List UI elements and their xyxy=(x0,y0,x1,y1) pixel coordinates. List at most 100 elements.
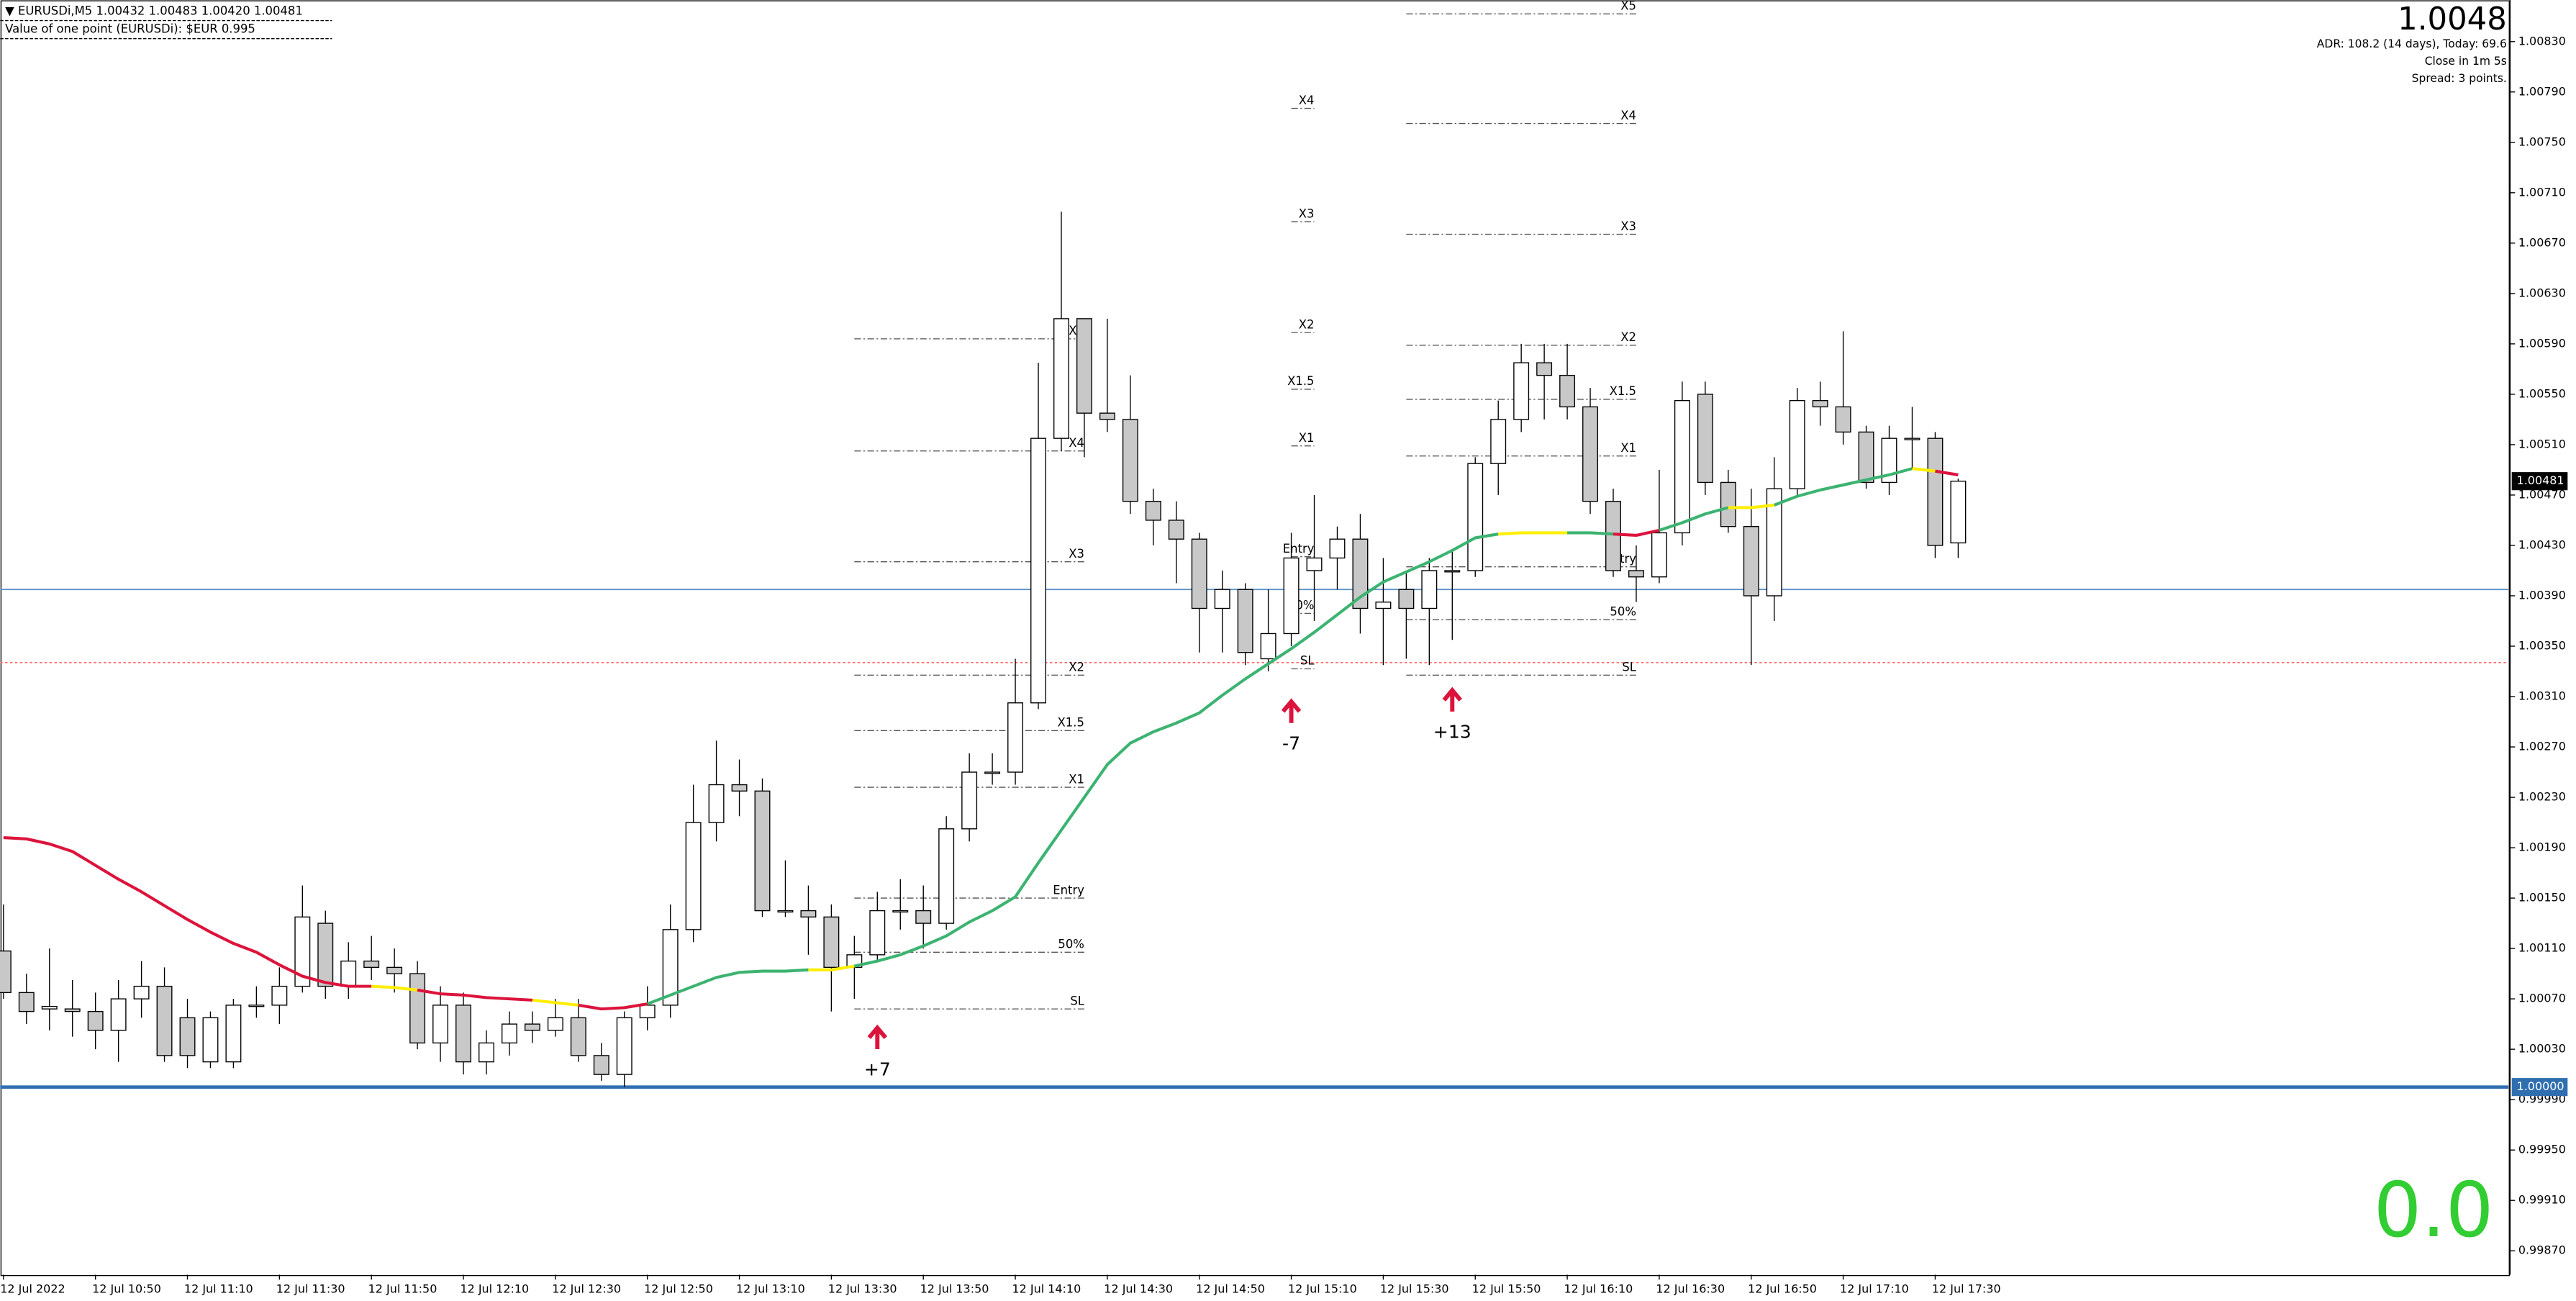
candle-body xyxy=(1398,589,1415,609)
candle-body xyxy=(1743,526,1759,597)
price-tag xyxy=(2511,1078,2568,1097)
y-tick-label: 1.00590 xyxy=(2518,336,2566,350)
candle-body xyxy=(570,1017,586,1056)
candle-body xyxy=(1191,538,1207,609)
x-tick-label: 12 Jul 14:30 xyxy=(1104,1282,1173,1296)
candle-body xyxy=(110,998,127,1031)
price-display: 1.0048 xyxy=(2398,1,2507,37)
spread-info: Spread: 3 points. xyxy=(2412,72,2507,85)
header-line: ▼ EURUSDi,M5 1.00432 1.00483 1.00420 1.0… xyxy=(5,4,303,17)
x-tick-label: 12 Jul 12:10 xyxy=(460,1282,529,1296)
candle-body xyxy=(961,771,978,830)
candle-body xyxy=(593,1055,609,1075)
candle-body xyxy=(938,828,955,924)
x-tick-label: 12 Jul 16:50 xyxy=(1748,1282,1817,1296)
candle-body xyxy=(0,950,12,994)
profit-display: 0.0 xyxy=(2374,1166,2494,1254)
candle-body xyxy=(1467,463,1484,571)
candle-body xyxy=(432,1005,449,1044)
candle-body xyxy=(1099,412,1115,420)
candle-body xyxy=(87,1010,104,1031)
moving-average xyxy=(1935,469,1959,476)
candle-body xyxy=(1260,633,1276,660)
y-tick-label: 1.00710 xyxy=(2518,185,2566,199)
candle-body xyxy=(777,910,794,913)
y-tick-label: 1.00310 xyxy=(2518,689,2566,703)
y-tick-label: 1.00070 xyxy=(2518,992,2566,1005)
y-tick-label: 1.00190 xyxy=(2518,840,2566,854)
x-tick-label: 12 Jul 16:30 xyxy=(1656,1282,1725,1296)
moving-average xyxy=(808,964,855,971)
candle-body xyxy=(248,1005,265,1007)
candle-body xyxy=(271,985,288,1006)
x-tick-label: 12 Jul 16:10 xyxy=(1564,1282,1633,1296)
candle-body xyxy=(1582,406,1598,502)
candle-body xyxy=(1283,557,1300,635)
candle-body xyxy=(1720,481,1736,527)
candle-body xyxy=(984,771,1001,774)
level-label: X1.5 xyxy=(1287,374,1314,388)
candle-body xyxy=(1122,419,1138,502)
level-label: SL xyxy=(1622,660,1636,674)
candle-body xyxy=(1329,538,1346,559)
y-tick-label: 1.00750 xyxy=(2518,135,2566,148)
bid-tag xyxy=(2511,472,2568,491)
candle-body xyxy=(317,923,334,987)
candle-body xyxy=(179,1017,196,1056)
candle-body xyxy=(1053,318,1069,439)
candle-body xyxy=(1237,589,1253,653)
candle-body xyxy=(1904,438,1920,440)
candle-body xyxy=(1605,501,1621,571)
candle-body xyxy=(1835,406,1851,433)
signal-label: +13 xyxy=(1433,722,1471,743)
signal-arrow xyxy=(867,1024,887,1050)
level-label: X4 xyxy=(1620,109,1636,122)
y-tick-label: 1.00790 xyxy=(2518,84,2566,98)
level-label: X1.5 xyxy=(1058,715,1084,729)
moving-average xyxy=(417,988,533,1002)
candle-body xyxy=(685,822,702,930)
candle-body xyxy=(1950,480,1967,544)
level-label: X1 xyxy=(1069,772,1084,786)
candle-body xyxy=(616,1017,632,1075)
level-label: X1 xyxy=(1620,441,1636,455)
candle-body xyxy=(1628,570,1644,578)
level-label: 50% xyxy=(1058,938,1084,951)
candle-body xyxy=(1168,520,1184,540)
candle-body xyxy=(1651,532,1667,578)
candle-body xyxy=(41,1005,58,1010)
x-tick-label: 12 Jul 12:30 xyxy=(552,1282,621,1296)
level-label: X5 xyxy=(1620,0,1636,12)
moving-average xyxy=(578,1002,648,1011)
candle-body xyxy=(18,992,35,1012)
y-tick-label: 0.99870 xyxy=(2518,1243,2566,1257)
candle-body xyxy=(1076,318,1092,414)
level-label: Entry xyxy=(1053,883,1084,897)
candle-body xyxy=(524,1023,540,1031)
y-tick-label: 1.00830 xyxy=(2518,34,2566,47)
candle-body xyxy=(386,966,403,974)
x-tick-label: 12 Jul 17:30 xyxy=(1932,1282,2001,1296)
y-tick-label: 1.00510 xyxy=(2518,437,2566,450)
y-tick-label: 1.00470 xyxy=(2518,487,2566,501)
y-tick-label: 1.00390 xyxy=(2518,588,2566,602)
candle-body xyxy=(1375,602,1392,609)
header-line: Value of one point (EURUSDi): $EUR 0.995 xyxy=(5,22,255,36)
candle-body xyxy=(708,784,725,823)
candle-body xyxy=(1674,399,1690,534)
candle-body xyxy=(409,973,426,1044)
x-tick-label: 12 Jul 12:50 xyxy=(644,1282,713,1296)
candle-body xyxy=(823,916,840,969)
moving-average xyxy=(3,836,372,988)
x-tick-label: 12 Jul 15:10 xyxy=(1288,1282,1357,1296)
candle-body xyxy=(1812,399,1828,408)
level-label: X4 xyxy=(1069,436,1084,450)
candle-body xyxy=(1697,394,1713,484)
candle-body xyxy=(1352,538,1369,609)
candle-body xyxy=(133,985,150,999)
candle-body xyxy=(1214,589,1230,609)
candle-body xyxy=(1536,362,1553,376)
y-tick-label: 0.99910 xyxy=(2518,1193,2566,1207)
candle-body xyxy=(64,1008,81,1012)
